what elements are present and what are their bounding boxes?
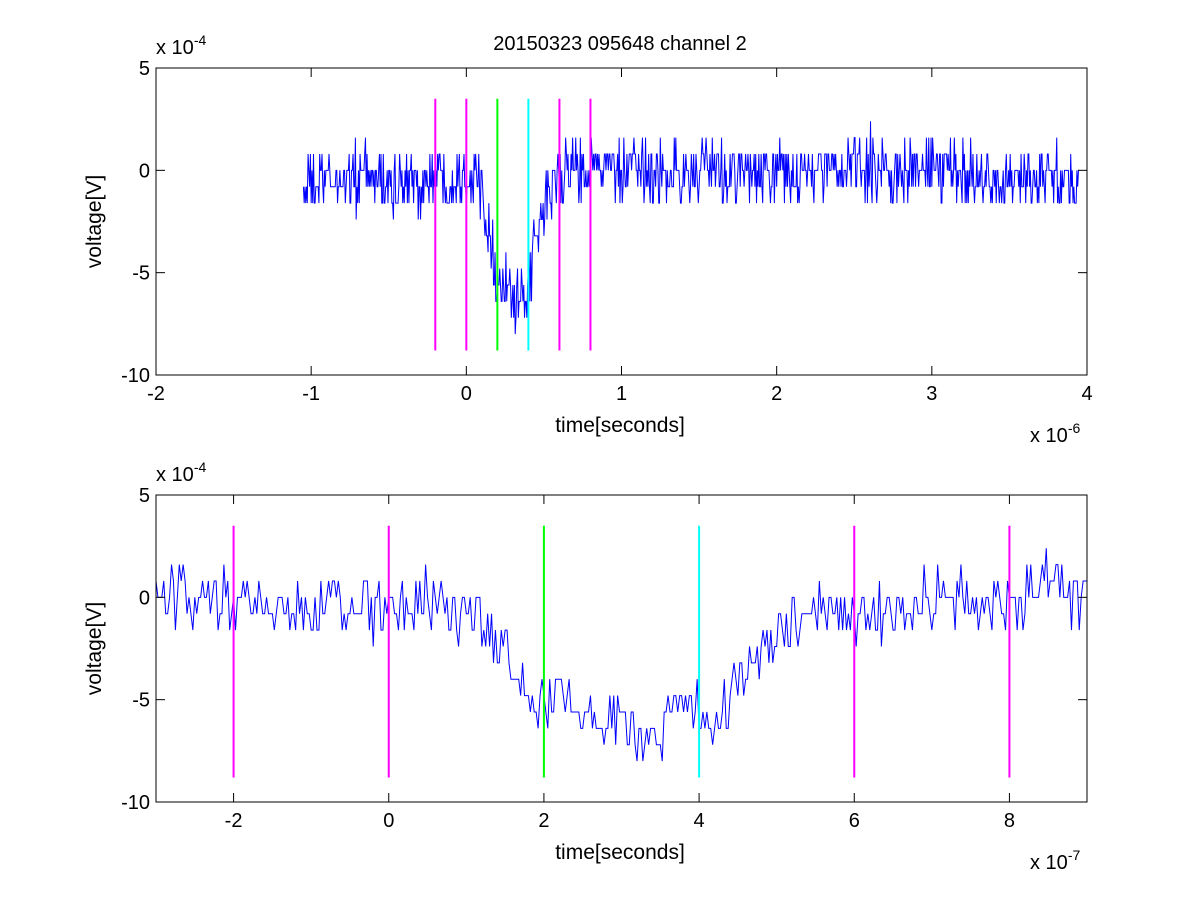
x-tick-label: 0	[383, 810, 394, 832]
y-tick-label: -10	[121, 365, 150, 387]
y-tick-label: -5	[132, 690, 150, 712]
x-multiplier-base: x 10	[1030, 425, 1068, 447]
subplot-1: -2 -1 0 1 2 3 4-10-505time[seconds]voltage[V]x…	[83, 32, 1093, 447]
axes-box	[155, 494, 1088, 803]
y-axis-label: voltage[V]	[83, 602, 106, 695]
x-multiplier-base: x 10	[1030, 852, 1068, 874]
y-multiplier-base: x 10	[156, 37, 194, 59]
y-multiplier-base: x 10	[156, 464, 194, 486]
x-tick-label: -2	[147, 383, 165, 405]
x-multiplier-label: x 10-7	[1030, 847, 1080, 874]
y-axis-label: voltage[V]	[83, 175, 106, 268]
x-tick-label: 4	[1081, 383, 1092, 405]
plots: -2 -1 0 1 2 3 4-10-505time[seconds]voltage[V]x…	[83, 32, 1093, 874]
y-tick-label: 5	[139, 58, 150, 80]
x-tick-label: 2	[538, 810, 549, 832]
x-multiplier-exponent: -6	[1068, 420, 1081, 436]
x-tick-label: -1	[302, 383, 320, 405]
x-tick-label: 2	[771, 383, 782, 405]
series-line-1	[302, 121, 1080, 335]
y-tick-label: -5	[132, 263, 150, 285]
x-multiplier-exponent: -7	[1068, 847, 1081, 863]
y-tick-label: 5	[139, 485, 150, 507]
x-multiplier-label: x 10-6	[1030, 420, 1080, 447]
plot-area	[156, 525, 1087, 778]
x-tick-label: 3	[926, 383, 937, 405]
subplot-2: -2 0 2 4 6 8 -10 -5 0 5 time[seconds] voltage[V] x 1…	[83, 459, 1088, 874]
x-tick-label: 6	[849, 810, 860, 832]
x-tick-label: 1	[616, 383, 627, 405]
figure-title: 20150323 095648 channel 2	[493, 33, 747, 55]
x-axis-label: time[seconds]	[555, 414, 685, 437]
x-tick-label: 4	[694, 810, 705, 832]
x-tick-label: 8	[1004, 810, 1015, 832]
y-tick-label: 0	[139, 160, 150, 182]
x-tick-label: 0	[461, 383, 472, 405]
y-tick-label: 0	[139, 587, 150, 609]
series-line-1	[156, 548, 1087, 762]
y-multiplier-exponent: -4	[194, 459, 207, 475]
plot-area	[302, 98, 1080, 351]
y-multiplier-label: x 10-4	[156, 32, 206, 59]
y-tick-label: -10	[121, 792, 150, 814]
y-multiplier-exponent: -4	[194, 32, 207, 48]
y-multiplier-label: x 10-4	[156, 459, 206, 486]
x-tick-label: -2	[225, 810, 243, 832]
x-axis-label: time[seconds]	[555, 841, 685, 864]
